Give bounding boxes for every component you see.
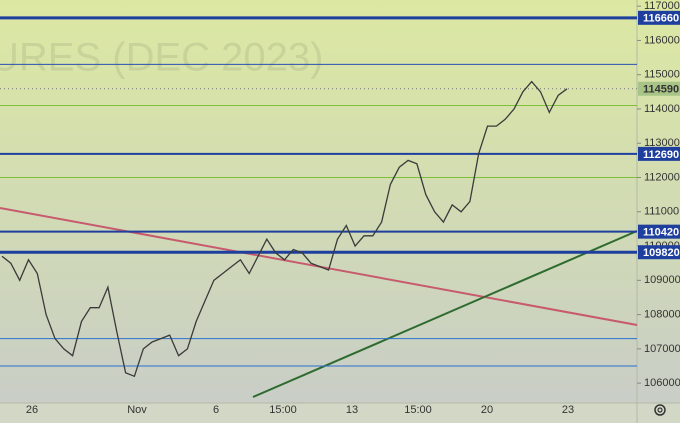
settings-icon[interactable]: [654, 404, 666, 416]
y-tick-label: 111000: [644, 206, 679, 218]
time-axis-bg: [0, 403, 680, 423]
time-label: 15:00: [404, 404, 432, 416]
y-tick-label: 115000: [644, 69, 680, 81]
trendline-green: [252, 230, 638, 398]
level-label: 110420: [643, 227, 679, 239]
y-tick-label: 113000: [644, 137, 680, 149]
y-tick-label: 106000: [644, 377, 680, 389]
time-label: 26: [26, 404, 38, 416]
y-tick-label: 112000: [644, 171, 680, 183]
level-label: 109820: [643, 247, 680, 259]
level-label: 112690: [643, 149, 679, 161]
y-tick-label: 109000: [644, 274, 680, 286]
y-tick-label: 108000: [644, 308, 680, 320]
time-label: 15:00: [269, 404, 297, 416]
y-tick-label: 117000: [644, 0, 680, 12]
y-tick-label: 114000: [644, 103, 680, 115]
level-label-box: [638, 245, 680, 260]
y-tick-label: 107000: [644, 343, 680, 355]
level-label-box: [638, 146, 680, 161]
time-label: 23: [562, 404, 574, 416]
price-line: [1, 80, 568, 378]
time-label: 13: [346, 404, 358, 416]
time-label: 6: [213, 404, 219, 416]
watermark: URES (DEC 2023): [0, 36, 323, 80]
last-price-label: 114590: [643, 84, 679, 96]
level-label-box: [638, 10, 680, 25]
y-tick-label: 116000: [644, 34, 680, 46]
time-label: 20: [481, 404, 493, 416]
time-label: Nov: [127, 404, 147, 416]
level-label-box: [638, 224, 680, 239]
level-label: 116660: [643, 13, 679, 25]
last-price-box: [638, 81, 680, 96]
